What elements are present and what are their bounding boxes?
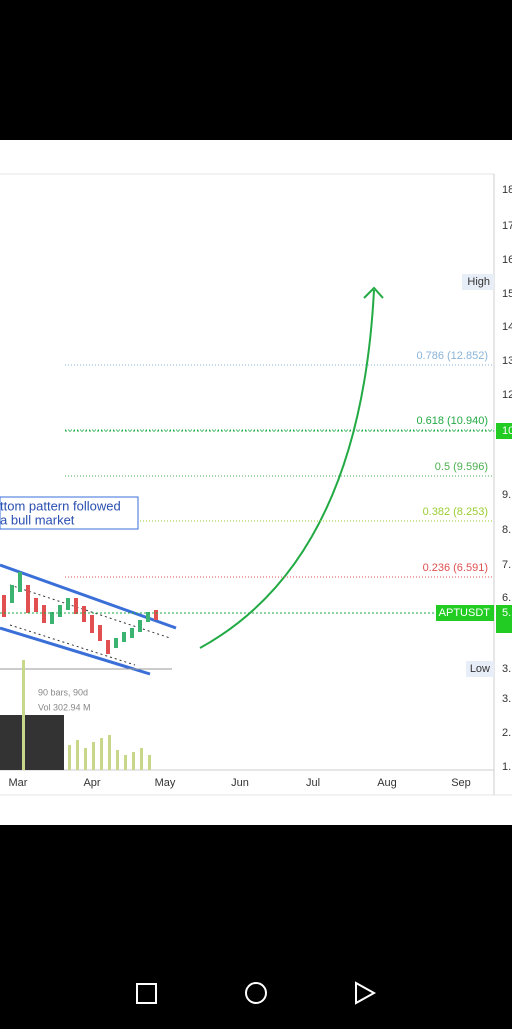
fib-label: 0.786 (12.852) [416, 350, 488, 362]
price-tick-label: 13 [502, 355, 512, 367]
price-tick-label: 6. [502, 592, 511, 604]
time-tick-label: Jun [231, 777, 249, 789]
home-button[interactable] [245, 982, 267, 1004]
fib-label: 0.5 (9.596) [435, 461, 488, 473]
price-tick-label: 15 [502, 288, 512, 300]
price-tag [496, 605, 512, 633]
range-info: 90 bars, 90d [38, 687, 88, 697]
symbol-tag [436, 605, 494, 621]
price-tick-label: 18 [502, 184, 512, 196]
channel-mid [9, 624, 136, 666]
low-tag [466, 661, 494, 677]
recents-button[interactable] [136, 983, 157, 1004]
price-tick-label: 10 [502, 425, 512, 437]
symbol-label: APTUSDT [439, 607, 491, 619]
annotation-box [0, 496, 139, 530]
price-tick-label: 5. [502, 607, 511, 619]
fib-label: 0.236 (6.591) [423, 562, 488, 574]
low-label: Low [470, 663, 490, 675]
price-tick-label: 1. [502, 761, 511, 773]
high-label: High [467, 276, 490, 288]
fib-label: 0.618 (10.940) [416, 415, 488, 427]
time-tick-label: Jul [306, 777, 320, 789]
time-tick-label: Aug [377, 777, 397, 789]
range-info: Vol 302.94 M [38, 702, 91, 712]
time-tick-label: Sep [451, 777, 471, 789]
price-tick-label: 17 [502, 220, 512, 232]
time-tick-label: May [155, 777, 176, 789]
projection-arrow [199, 289, 375, 649]
time-tick-label: Apr [83, 777, 100, 789]
price-tick-label: 16 [502, 254, 512, 266]
annotation-text: a bull market [0, 512, 75, 527]
candles [2, 572, 158, 654]
high-tag [462, 274, 494, 290]
price-tick-label: 7. [502, 559, 511, 571]
chart-area [0, 140, 512, 825]
price-tick-label: 8. [502, 524, 511, 536]
price-tick-label: 14 [502, 321, 512, 333]
channel-mid [9, 584, 171, 639]
level-tag [496, 423, 512, 439]
time-tick-label: Mar [9, 777, 28, 789]
volume-bars [0, 660, 151, 770]
channel-bottom [0, 626, 151, 676]
annotation-text: ttom pattern followed [0, 498, 121, 513]
price-tick-label: 2. [502, 727, 511, 739]
back-button[interactable] [355, 981, 377, 1005]
fib-label: 0.382 (8.253) [423, 506, 488, 518]
arrow-head [363, 286, 384, 299]
price-tick-label: 9. [502, 489, 511, 501]
price-tick-label: 3. [502, 663, 511, 675]
price-tick-label: 12 [502, 389, 512, 401]
price-tick-label: 3. [502, 693, 511, 705]
